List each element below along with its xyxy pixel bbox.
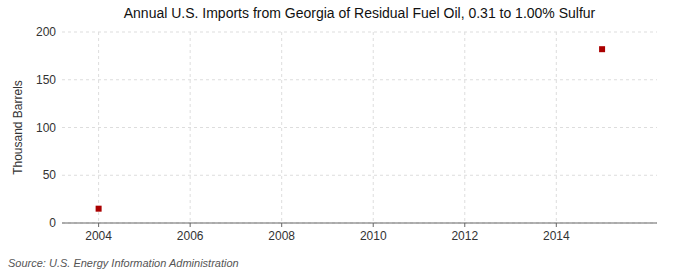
x-tick (556, 223, 557, 227)
x-grid-line (281, 32, 282, 223)
chart: 2004 2006 2008 2010 2012 2014 0 50 100 150 200 Thou… (0, 0, 675, 275)
title: Annual U.S. Imports from Georgia of Resi… (124, 5, 596, 21)
x-grid-line (190, 32, 191, 223)
x-grid-line (556, 32, 557, 223)
x-tick (98, 223, 99, 227)
y-tick-label: 200 (36, 25, 56, 39)
points (96, 46, 605, 211)
x-tick-label: 2010 (360, 229, 387, 243)
y-grid-line (62, 79, 657, 80)
x-tick (373, 223, 374, 227)
x-grid-line (373, 32, 374, 223)
x-tick (464, 223, 465, 227)
y-tick-label: 50 (43, 168, 57, 182)
x-tick-label: 2012 (451, 229, 478, 243)
y-grid-line (62, 127, 657, 128)
y-axis-label: Thousand Barrels (11, 80, 25, 175)
y-grid-line (62, 223, 657, 224)
grid (62, 32, 657, 223)
y-grid-line (62, 175, 657, 176)
x-tick-label: 2008 (268, 229, 295, 243)
point (96, 206, 102, 212)
y-axis: 0 50 100 150 200 (36, 25, 56, 230)
x-tick-label: 2004 (85, 229, 112, 243)
x-axis: 2004 2006 2008 2010 2012 2014 (85, 223, 570, 243)
y-tick-label: 0 (49, 216, 56, 230)
x-tick (281, 223, 282, 227)
y-tick-label: 150 (36, 73, 56, 87)
x-grid-line (98, 32, 99, 223)
x-axis-line (62, 223, 657, 224)
source-note: Source: U.S. Energy Information Administ… (8, 257, 239, 269)
x-grid-line (464, 32, 465, 223)
y-tick-label: 100 (36, 121, 56, 135)
x-tick (190, 223, 191, 227)
x-tick-label: 2014 (543, 229, 570, 243)
y-grid-line (62, 32, 657, 33)
point (599, 46, 605, 52)
x-tick-label: 2006 (177, 229, 204, 243)
